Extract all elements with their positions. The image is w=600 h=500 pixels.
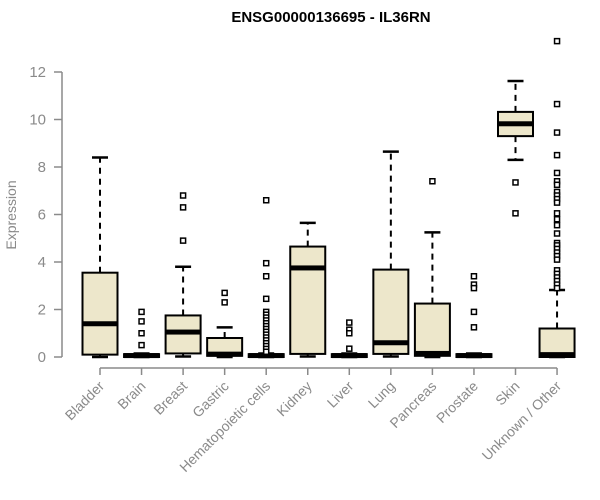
median-line [248, 353, 284, 359]
x-category-label: Prostate [433, 378, 481, 426]
median-line [207, 351, 243, 357]
x-category-label: Brain [114, 378, 148, 412]
iqr-box [81, 271, 119, 356]
outlier-point [553, 221, 561, 229]
y-tick-label: 4 [38, 254, 46, 271]
outlier-point [553, 216, 561, 223]
outlier-point [138, 308, 145, 316]
outlier-point [221, 299, 228, 306]
outlier-point [262, 273, 270, 280]
median-line [414, 350, 450, 356]
outlier-point [470, 284, 478, 292]
y-tick-label: 2 [38, 302, 46, 319]
boxplot-hematopoietic-cells [247, 197, 285, 359]
outlier-point [221, 289, 228, 297]
median-line [456, 353, 492, 359]
outlier-point [553, 37, 561, 45]
outlier-point [553, 256, 561, 263]
x-category-label: Kidney [273, 378, 315, 420]
outlier-point [470, 324, 478, 331]
outlier-point [346, 330, 353, 337]
median-line [331, 353, 367, 359]
outlier-point [346, 319, 353, 326]
outlier-point [553, 169, 561, 177]
outlier-point [262, 259, 270, 267]
x-category-label: Bladder [62, 378, 108, 424]
outlier-point [553, 151, 561, 159]
y-tick-label: 10 [29, 112, 46, 129]
median-line [124, 353, 160, 359]
median-line [165, 329, 201, 335]
median-line [498, 121, 533, 127]
boxplot-skin [497, 79, 534, 217]
outlier-point [553, 284, 561, 292]
y-axis-label: Expression [3, 180, 19, 249]
outlier-point [553, 100, 561, 108]
outlier-point [262, 348, 270, 356]
median-line [82, 321, 118, 327]
boxplot-liver [330, 319, 368, 359]
outlier-point [553, 129, 561, 136]
median-line [373, 340, 409, 346]
boxplot-pancreas [413, 178, 451, 359]
boxplot-breast [164, 192, 202, 358]
outlier-point [553, 210, 561, 217]
boxplot-brain [123, 308, 161, 359]
x-category-label: Unknown / Other [479, 378, 565, 464]
boxplot-gastric [206, 289, 244, 359]
outlier-point [553, 181, 561, 189]
boxplot-bladder [81, 156, 119, 359]
boxplot-unknown-other [538, 37, 576, 359]
outlier-point [179, 237, 187, 244]
outlier-point [429, 178, 436, 185]
outlier-point [553, 230, 561, 237]
x-category-label: Lung [365, 378, 398, 411]
outlier-point [179, 192, 187, 199]
outlier-point [512, 179, 519, 186]
y-tick-label: 8 [38, 159, 46, 176]
median-line [290, 265, 326, 271]
outlier-point [138, 341, 145, 349]
outlier-point [553, 199, 561, 206]
x-category-label: Liver [324, 378, 357, 411]
chart-title: ENSG00000136695 - IL36RN [231, 9, 430, 26]
median-line [539, 352, 575, 358]
outlier-point [138, 318, 145, 325]
box-series [81, 37, 576, 359]
boxplot-lung [372, 150, 410, 358]
x-category-label: Breast [150, 378, 190, 418]
iqr-box [372, 268, 410, 355]
y-tick-label: 12 [29, 64, 46, 81]
outlier-point [512, 210, 519, 217]
outlier-point [346, 345, 353, 352]
boxplot-prostate [455, 273, 493, 359]
outlier-point [470, 308, 478, 316]
x-category-label: Skin [492, 378, 523, 409]
iqr-box [413, 302, 451, 357]
outlier-point [138, 330, 145, 337]
iqr-box [289, 245, 327, 355]
outlier-point [470, 273, 478, 280]
outlier-point [179, 204, 187, 211]
y-tick-label: 6 [38, 207, 46, 224]
boxplot-kidney [289, 221, 327, 358]
outlier-point [262, 295, 270, 303]
y-tick-label: 0 [38, 349, 46, 366]
outlier-point [262, 197, 270, 204]
